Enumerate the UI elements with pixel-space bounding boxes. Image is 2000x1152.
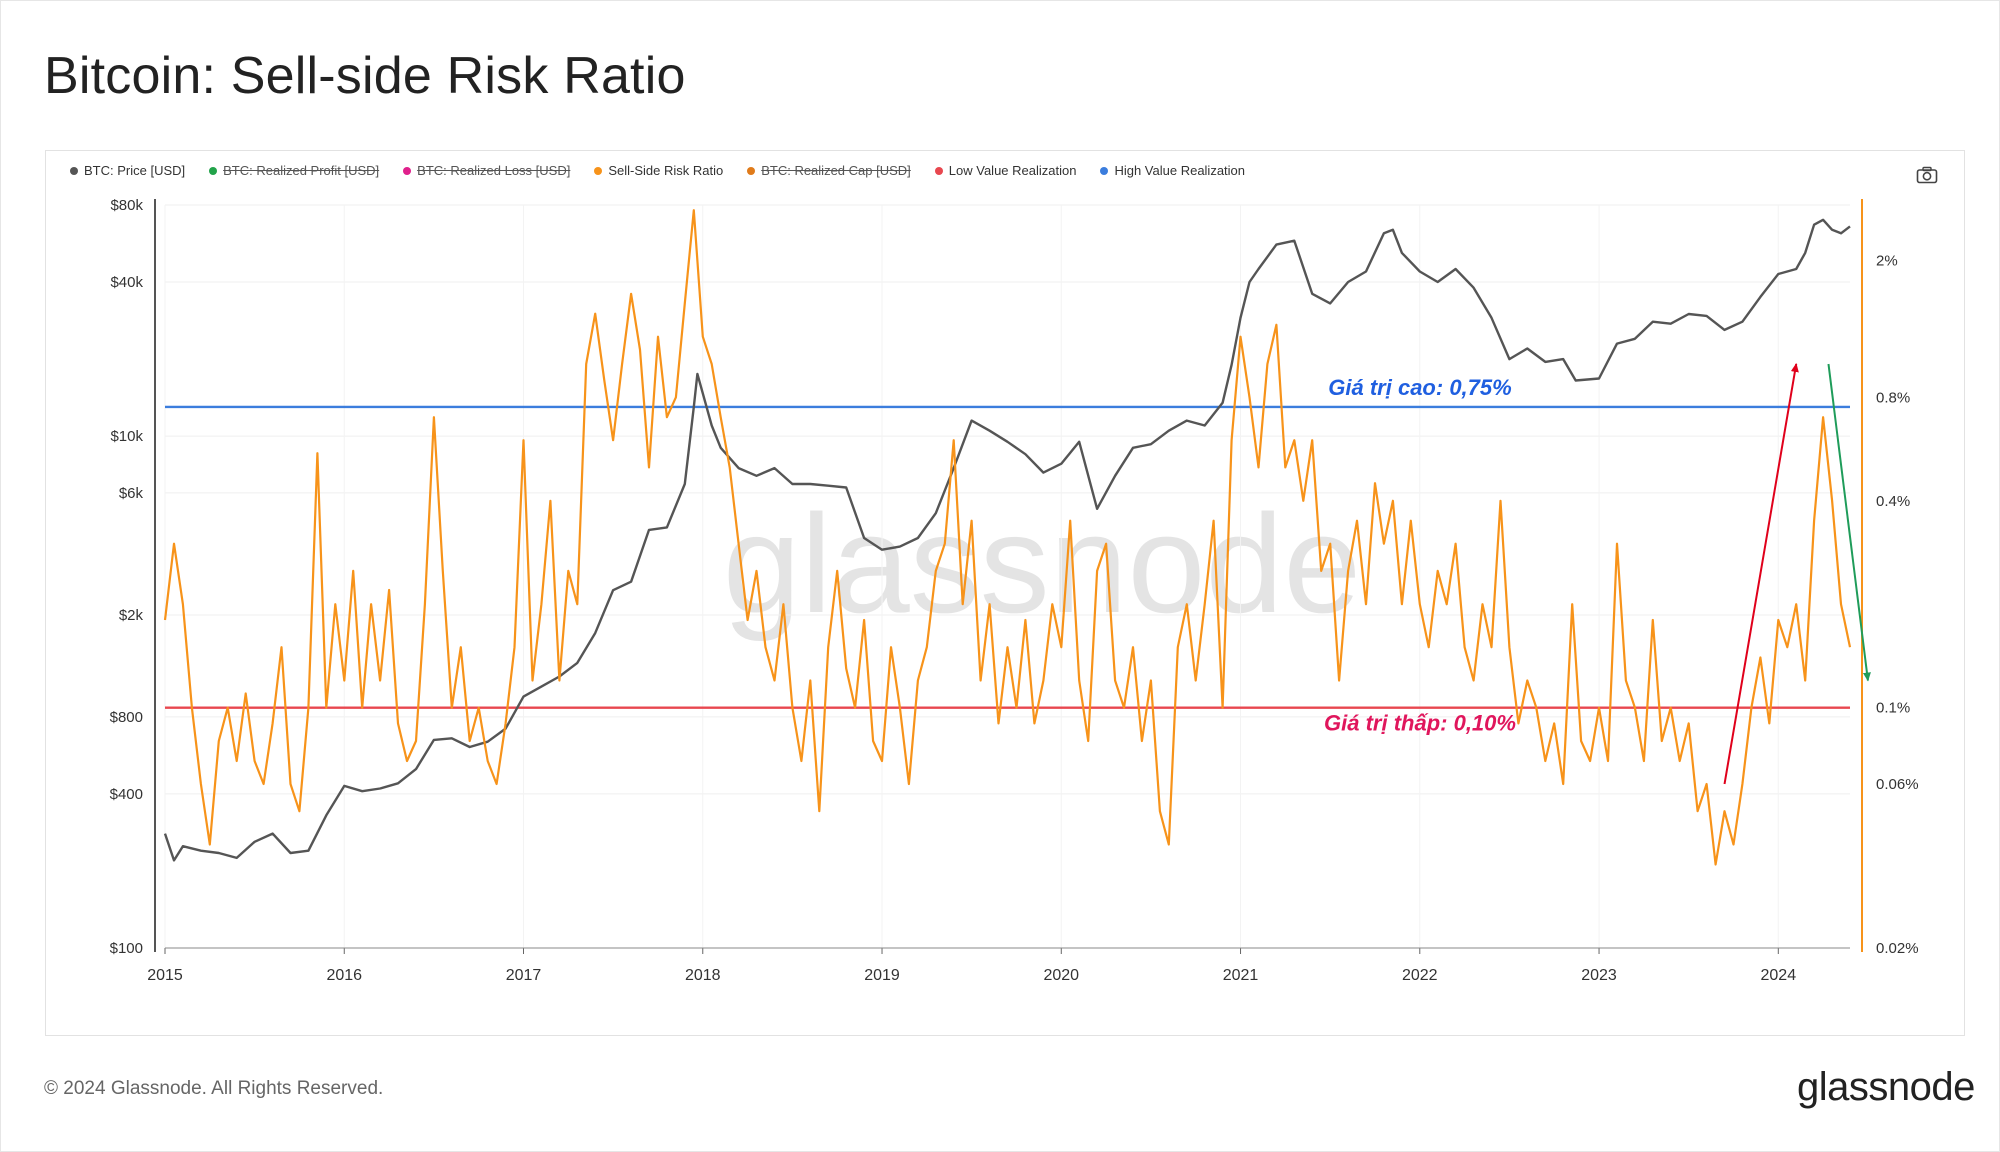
annotations <box>1723 362 1871 785</box>
legend-item-realized-profit[interactable]: BTC: Realized Profit [USD] <box>209 163 379 178</box>
right-axis-tick-label: 0.1% <box>1876 700 1910 717</box>
low-value-label: Giá trị thấp: 0,10% <box>1324 711 1516 736</box>
legend-label-btc-price: BTC: Price [USD] <box>84 163 186 178</box>
legend-label-high-value-realization: High Value Realization <box>1114 163 1246 178</box>
legend-item-realized-cap[interactable]: BTC: Realized Cap [USD] <box>747 163 911 178</box>
threshold-lines: Giá trị cao: 0,75% Giá trị thấp: 0,10% <box>165 375 1850 736</box>
legend-dot-btc-price <box>70 166 78 175</box>
right-axis-tick-label: 0.02% <box>1876 940 1919 957</box>
x-axis-tick-label: 2021 <box>1223 967 1259 984</box>
right-axis-tick-label: 0.06% <box>1876 776 1919 793</box>
x-axis-tick-label: 2016 <box>326 967 362 984</box>
legend-item-high-value-realization[interactable]: High Value Realization <box>1100 163 1245 178</box>
x-axis-tick-label: 2022 <box>1402 967 1438 984</box>
x-axis-tick-label: 2023 <box>1581 967 1617 984</box>
left-axis-tick-label: $400 <box>110 786 143 803</box>
copyright-footer: © 2024 Glassnode. All Rights Reserved. <box>44 1078 384 1099</box>
right-axis-tick-label: 0.4% <box>1876 493 1910 510</box>
left-axis-tick-label: $40k <box>110 274 143 291</box>
left-axis-tick-label: $800 <box>110 709 143 726</box>
right-axis-tick-label: 2% <box>1876 252 1898 269</box>
chart-panel <box>45 150 1965 1036</box>
sell-side-risk-ratio-line <box>163 209 1852 866</box>
red-uptrend-arrow <box>1723 362 1799 785</box>
x-axis-tick-label: 2018 <box>685 967 721 984</box>
high-value-label: Giá trị cao: 0,75% <box>1328 375 1511 400</box>
legend-dot-sell-side-risk-ratio <box>594 166 603 175</box>
x-axis-tick-label: 2017 <box>506 967 542 984</box>
left-axis-tick-label: $100 <box>110 940 143 957</box>
left-axis-tick-label: $10k <box>110 428 143 445</box>
left-axis-tick-label: $6k <box>119 485 144 502</box>
legend-label-sell-side-risk-ratio: Sell-Side Risk Ratio <box>608 163 724 178</box>
x-axis-tick-label: 2020 <box>1043 967 1079 984</box>
chart-legend: BTC: Price [USD] BTC: Realized Profit [U… <box>70 163 1245 178</box>
right-axis-tick-label: 0.8% <box>1876 389 1910 406</box>
legend-label-realized-cap: BTC: Realized Cap [USD] <box>761 163 911 178</box>
page-title: Bitcoin: Sell-side Risk Ratio <box>44 47 686 105</box>
legend-dot-low-value-realization <box>934 166 943 175</box>
legend-label-realized-profit: BTC: Realized Profit [USD] <box>223 163 380 178</box>
legend-item-btc-price[interactable]: BTC: Price [USD] <box>70 163 185 178</box>
brand-logo-text: glassnode <box>1797 1065 1975 1109</box>
btc-price-line <box>163 218 1851 862</box>
legend-dot-realized-loss <box>403 166 412 175</box>
x-axis-tick-label: 2024 <box>1761 967 1797 984</box>
legend-dot-realized-profit <box>209 166 218 175</box>
x-axis-tick-label: 2015 <box>147 967 183 984</box>
watermark: glassnode <box>723 485 1361 642</box>
green-downtrend-arrow <box>1827 363 1871 682</box>
legend-item-realized-loss[interactable]: BTC: Realized Loss [USD] <box>403 163 570 178</box>
legend-item-low-value-realization[interactable]: Low Value Realization <box>934 163 1077 178</box>
left-axis-tick-label: $2k <box>119 607 144 624</box>
series-lines <box>163 209 1852 866</box>
legend-dot-high-value-realization <box>1100 166 1109 175</box>
left-axis-tick-label: $80k <box>110 197 143 214</box>
camera-icon[interactable] <box>1916 166 1938 184</box>
legend-dot-realized-cap <box>747 166 756 175</box>
legend-item-sell-side-risk-ratio[interactable]: Sell-Side Risk Ratio <box>594 163 723 178</box>
x-axis-tick-label: 2019 <box>864 967 900 984</box>
legend-label-realized-loss: BTC: Realized Loss [USD] <box>417 163 571 178</box>
legend-label-low-value-realization: Low Value Realization <box>948 163 1077 178</box>
